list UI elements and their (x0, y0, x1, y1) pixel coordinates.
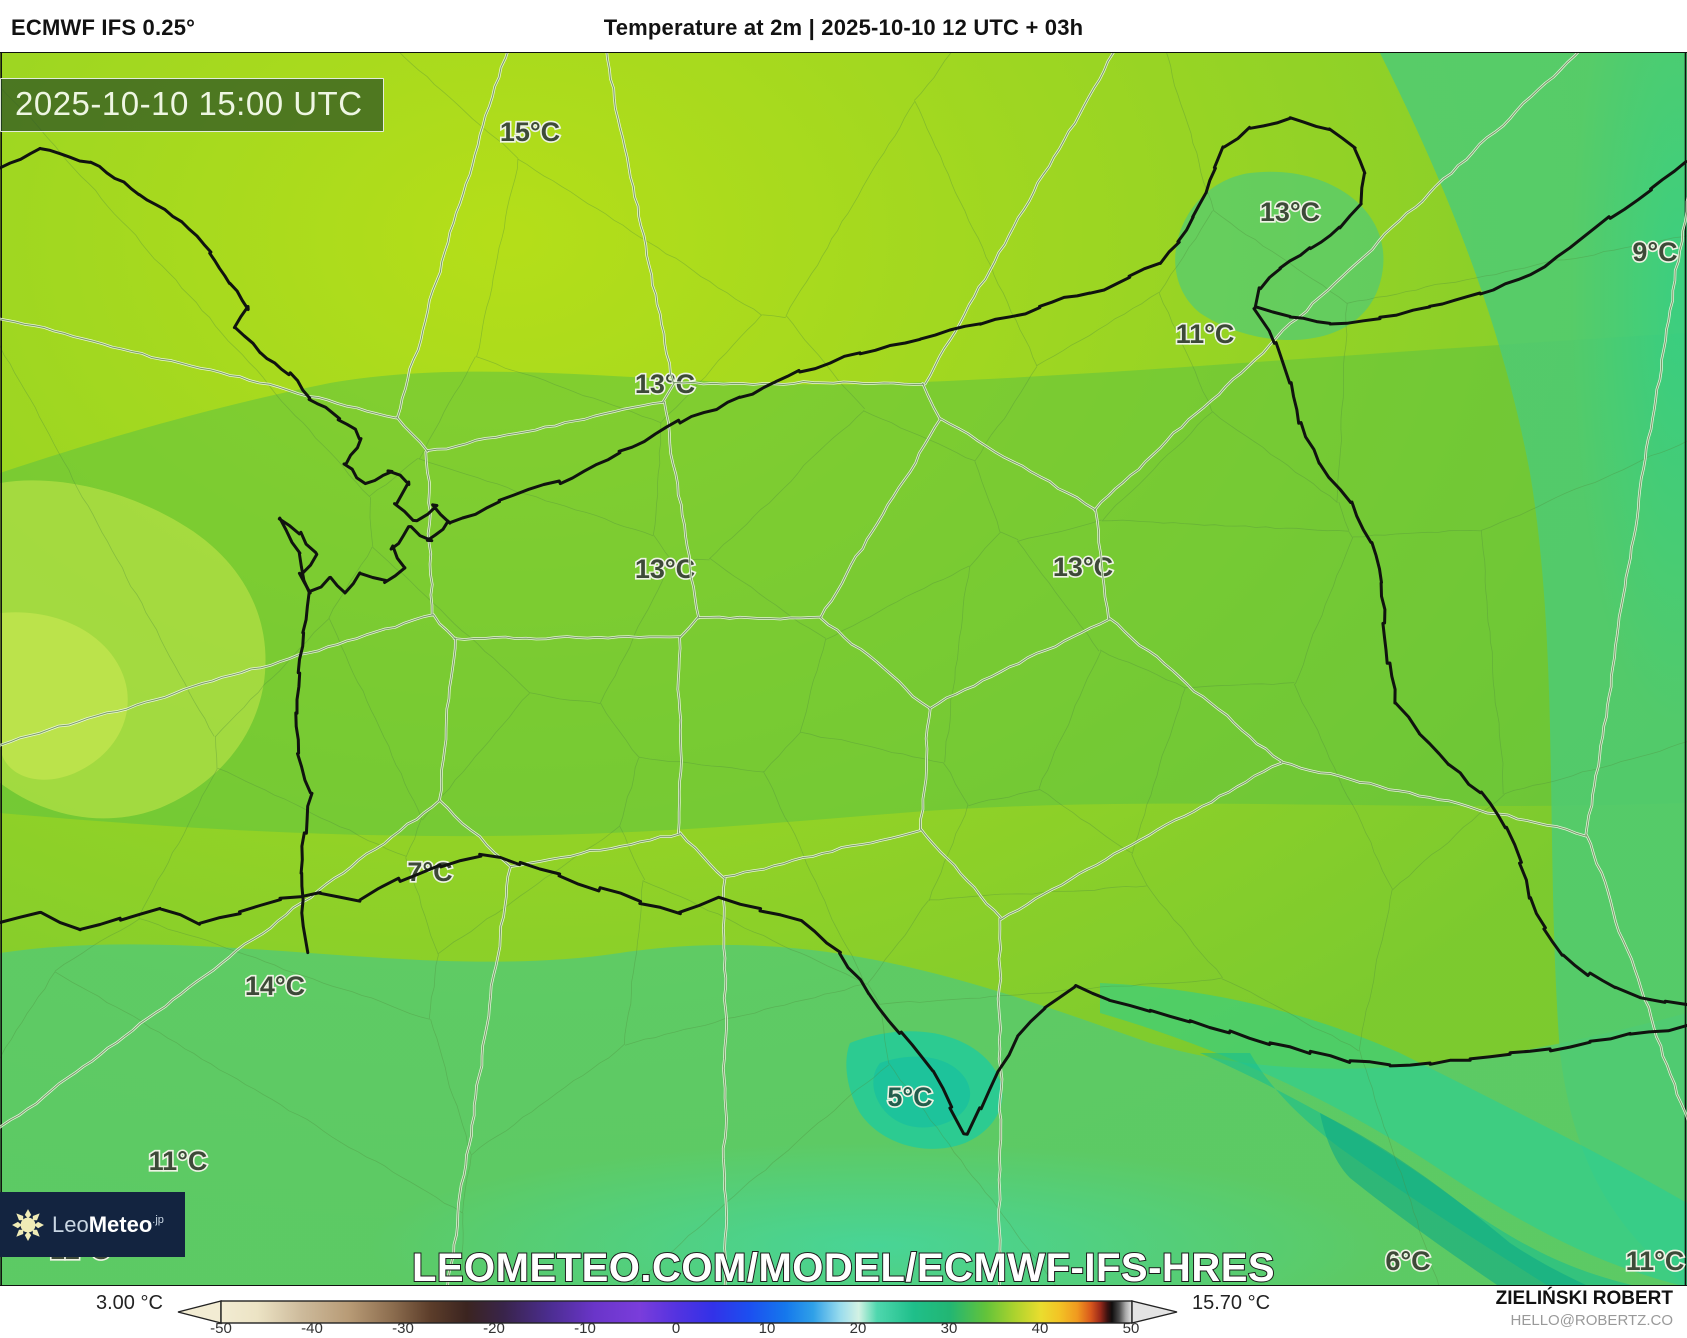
svg-text:11°C: 11°C (149, 1146, 208, 1176)
svg-text:13°C: 13°C (635, 554, 695, 584)
svg-text:7°C: 7°C (407, 857, 452, 887)
svg-text:14°C: 14°C (245, 971, 305, 1001)
svg-text:9°C: 9°C (1632, 237, 1677, 267)
svg-text:11°C: 11°C (1176, 319, 1235, 349)
svg-text:13°C: 13°C (1260, 197, 1320, 227)
svg-text:15°C: 15°C (500, 117, 560, 147)
svg-text:5°C: 5°C (887, 1082, 932, 1112)
